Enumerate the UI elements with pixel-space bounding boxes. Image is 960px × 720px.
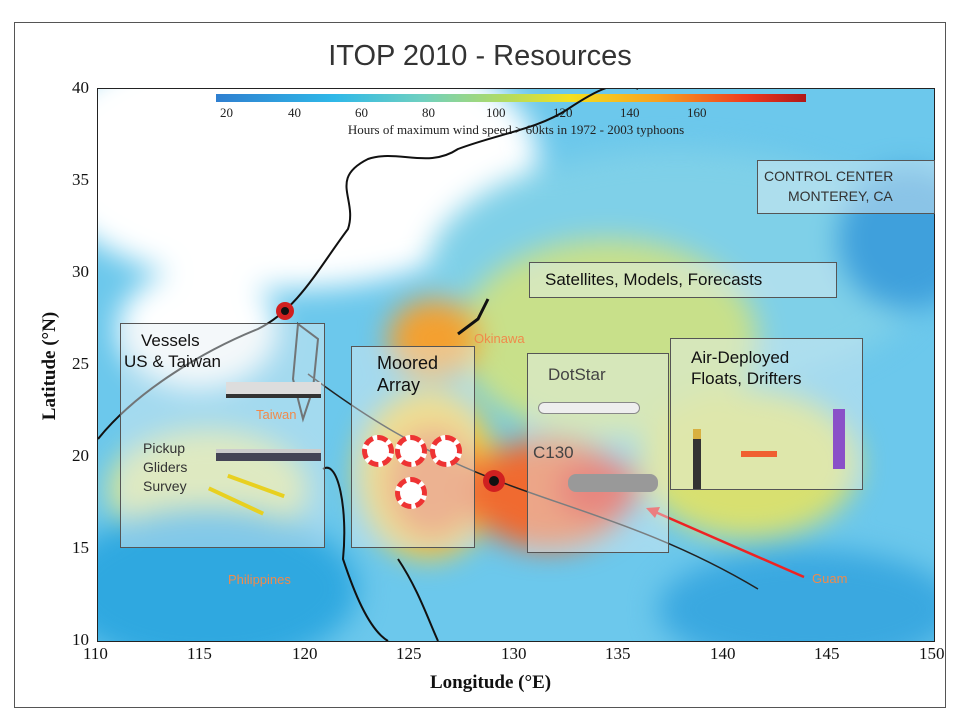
- ship-icon: [226, 382, 321, 398]
- vessels-label: Vessels: [141, 331, 200, 350]
- drifter-icon: [741, 451, 777, 457]
- dotstar-plane-icon: [538, 402, 640, 414]
- y-tick: 15: [72, 538, 89, 557]
- colorbar-tick: 20: [220, 105, 233, 120]
- vessels-sublabel: US & Taiwan: [124, 352, 222, 371]
- x-axis-label: Longitude (°E): [430, 672, 552, 693]
- colorbar-caption: Hours of maximum wind speed > 60kts in 1…: [347, 122, 685, 137]
- floats-drifters-label: Floats, Drifters: [691, 369, 802, 388]
- survey-label: Survey: [143, 478, 187, 494]
- x-tick: 125: [396, 644, 422, 663]
- control-center-label: CONTROL CENTER: [764, 168, 894, 184]
- x-tick: 130: [501, 644, 527, 663]
- china-coastline: [98, 89, 638, 440]
- moored-label: Moored: [377, 353, 439, 373]
- y-tick: 10: [72, 630, 89, 649]
- buoy-icon: [395, 435, 427, 467]
- taiwan-outline: [291, 322, 320, 423]
- taiwan-label: Taiwan: [256, 407, 297, 422]
- colorbar: [216, 94, 806, 102]
- colorbar-tick: 100: [486, 105, 506, 120]
- glider-icon: [207, 486, 265, 516]
- colorbar-tick: 160: [687, 105, 707, 120]
- c130-label: C130: [533, 443, 574, 462]
- colorbar-tick: 40: [288, 105, 301, 120]
- moored-array-box: Moored Array: [351, 346, 475, 548]
- ship-icon: [216, 449, 321, 461]
- satellites-label: Satellites, Models, Forecasts: [545, 270, 763, 289]
- ryukyu-islands: [457, 298, 490, 336]
- okinawa-label: Okinawa: [474, 331, 525, 346]
- guam-arrow: [652, 509, 805, 579]
- y-tick: 40: [72, 78, 89, 97]
- y-tick: 35: [72, 170, 89, 189]
- x-tick: 150: [919, 644, 945, 663]
- coastlines-and-tracks: [98, 89, 805, 641]
- float-icon: [693, 429, 701, 489]
- dotstar-label: DotStar: [548, 365, 606, 384]
- colorbar-tick: 80: [422, 105, 435, 120]
- control-center-box: CONTROL CENTER MONTEREY, CA: [757, 160, 935, 214]
- x-tick: 110: [83, 644, 108, 663]
- x-tick: 135: [605, 644, 631, 663]
- figure-frame: [14, 22, 946, 708]
- c130-plane-icon: [568, 474, 658, 492]
- x-tick: 140: [710, 644, 736, 663]
- satellites-box: Satellites, Models, Forecasts: [529, 262, 837, 298]
- y-tick: 30: [72, 262, 89, 281]
- philippines-outline: [322, 466, 439, 641]
- buoy-icon: [430, 435, 462, 467]
- array-label: Array: [377, 375, 421, 395]
- philippines-label: Philippines: [228, 572, 291, 587]
- drifter-icon: [833, 409, 845, 469]
- x-tick: 145: [814, 644, 840, 663]
- gliders-label: Gliders: [143, 459, 188, 475]
- vessels-box: Vessels US & Taiwan Pickup Gliders Surve…: [120, 323, 325, 548]
- guam-label: Guam: [812, 571, 848, 586]
- air-deployed-box: Air-Deployed Floats, Drifters: [670, 338, 863, 490]
- x-tick: 120: [292, 644, 318, 663]
- glider-icon: [227, 473, 285, 499]
- air-deployed-label: Air-Deployed: [691, 348, 790, 367]
- y-axis-label: Latitude (°N): [39, 311, 60, 421]
- colorbar-tick: 60: [355, 105, 368, 120]
- pickup-label: Pickup: [143, 440, 186, 456]
- buoy-icon: [395, 477, 427, 509]
- y-tick: 25: [72, 354, 89, 373]
- buoy-icon: [362, 435, 394, 467]
- map-title: ITOP 2010 - Resources: [328, 40, 632, 72]
- aircraft-box: DotStar C130: [527, 353, 669, 553]
- control-center-location: MONTEREY, CA: [788, 188, 893, 204]
- colorbar-tick: 140: [620, 105, 640, 120]
- y-tick: 20: [72, 446, 89, 465]
- arrow-head: [646, 507, 660, 518]
- x-tick: 115: [187, 644, 212, 663]
